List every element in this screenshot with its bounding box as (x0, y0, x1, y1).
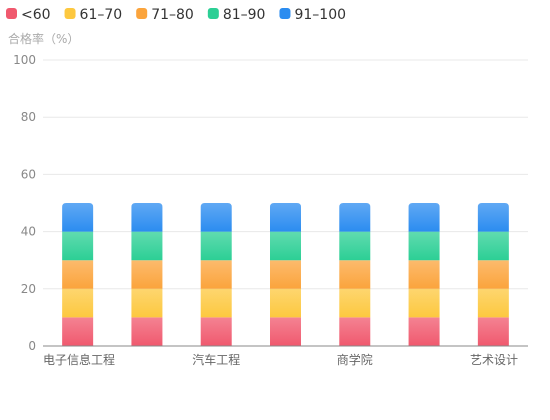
y-tick-label: 60 (21, 167, 36, 181)
x-tick-label: 艺术设计 (470, 353, 518, 367)
bar-segment[interactable] (477, 260, 509, 289)
y-tick-label: 100 (13, 53, 36, 67)
y-axis-ticks: 0 20 40 60 80 100 (13, 53, 36, 353)
y-tick-label: 40 (21, 225, 36, 239)
x-axis: 电子信息工程 汽车工程 商学院 艺术设计 (43, 345, 528, 367)
bar-segment[interactable] (339, 203, 371, 232)
legend-swatch (64, 8, 76, 19)
bar-segment[interactable] (131, 288, 163, 318)
bar-segment[interactable] (270, 288, 301, 318)
bar-segment[interactable] (200, 288, 232, 318)
bar-segment[interactable] (270, 231, 301, 261)
bar-segment[interactable] (477, 288, 509, 318)
legend-swatch (6, 8, 17, 19)
bar-segment[interactable] (131, 260, 163, 289)
x-tick-label: 电子信息工程 (43, 352, 115, 367)
legend-label: <60 (21, 7, 51, 23)
bar-stack[interactable] (408, 203, 440, 346)
legend-swatch (207, 8, 219, 19)
bar-segment[interactable] (200, 317, 232, 346)
legend-item[interactable]: 71–80 (136, 7, 194, 23)
legend-swatch (279, 8, 291, 19)
x-tick-label: 汽车工程 (192, 352, 240, 367)
legend-label: 71–80 (151, 7, 194, 23)
bar-segment[interactable] (477, 317, 509, 346)
bar-segment[interactable] (339, 288, 371, 318)
grid-lines (43, 59, 528, 290)
bar-segment[interactable] (270, 203, 301, 232)
bar-segment[interactable] (408, 231, 440, 261)
bar-segment[interactable] (408, 288, 440, 318)
legend-swatch (136, 8, 148, 19)
y-tick-label: 0 (28, 339, 36, 353)
bar-segment[interactable] (339, 260, 371, 289)
y-tick-label: 80 (21, 110, 36, 124)
legend: <60 61–70 71–80 81–90 91–100 (6, 7, 346, 23)
bar-segment[interactable] (131, 231, 163, 261)
bar-segment[interactable] (131, 203, 163, 232)
bar-segment[interactable] (339, 231, 371, 261)
legend-label: 91–100 (294, 7, 346, 23)
legend-label: 81–90 (223, 7, 266, 23)
y-axis-title: 合格率（%） (8, 31, 79, 46)
legend-item[interactable]: 61–70 (64, 7, 123, 23)
bars (62, 203, 509, 346)
bar-segment[interactable] (62, 260, 94, 289)
bar-segment[interactable] (339, 317, 371, 346)
bar-segment[interactable] (408, 260, 440, 289)
legend-item[interactable]: 91–100 (279, 7, 346, 23)
bar-segment[interactable] (270, 260, 301, 289)
bar-stack[interactable] (200, 203, 232, 346)
bar-segment[interactable] (200, 203, 232, 232)
bar-segment[interactable] (200, 260, 232, 289)
bar-segment[interactable] (477, 203, 509, 232)
bar-segment[interactable] (62, 231, 94, 261)
bar-segment[interactable] (408, 317, 440, 346)
bar-stack[interactable] (62, 203, 94, 346)
bar-stack[interactable] (477, 203, 509, 346)
bar-segment[interactable] (62, 317, 94, 346)
bar-segment[interactable] (408, 203, 440, 232)
bar-segment[interactable] (131, 317, 163, 346)
bar-segment[interactable] (62, 203, 94, 232)
bar-stack[interactable] (131, 203, 163, 346)
y-tick-label: 20 (21, 282, 36, 296)
bar-stack[interactable] (339, 203, 371, 346)
bar-segment[interactable] (477, 231, 509, 261)
x-tick-label: 商学院 (337, 352, 373, 367)
bar-segment[interactable] (200, 231, 232, 261)
bar-segment[interactable] (62, 288, 94, 318)
legend-label: 61–70 (80, 7, 123, 23)
bar-segment[interactable] (270, 317, 301, 346)
legend-item[interactable]: 81–90 (207, 7, 266, 23)
bar-stack[interactable] (270, 203, 301, 346)
legend-item[interactable]: <60 (6, 7, 51, 23)
